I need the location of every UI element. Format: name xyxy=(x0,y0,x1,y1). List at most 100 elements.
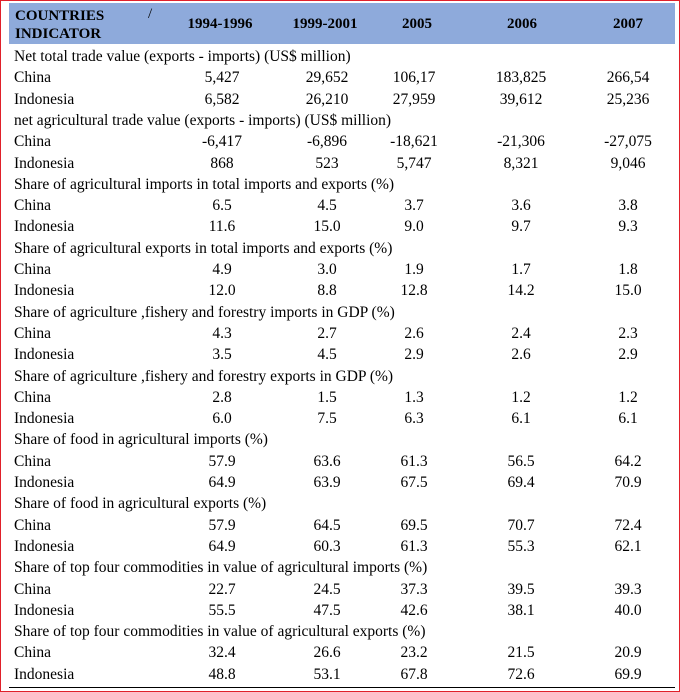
value-cell: 15.0 xyxy=(313,218,341,236)
value-cell: 2.4 xyxy=(511,324,531,342)
section-title: Share of agriculture ,fishery and forest… xyxy=(14,303,395,321)
country-label: Indonesia xyxy=(14,665,75,683)
value-cell: 6.0 xyxy=(212,410,232,428)
value-cell: 72.4 xyxy=(614,516,642,534)
value-cell: 42.6 xyxy=(400,601,428,619)
table-row: Indonesia 12.0 8.8 12.8 14.2 15.0 xyxy=(9,280,675,301)
table-row: China 5,427 29,652 106,17 183,825 266,54 xyxy=(9,67,675,88)
section-title-row: Share of agricultural imports in total i… xyxy=(9,174,675,195)
country-label: China xyxy=(14,452,52,470)
value-cell: 27,959 xyxy=(392,90,436,108)
value-cell: 61.3 xyxy=(400,537,428,555)
value-cell: 15.0 xyxy=(614,282,642,300)
country-label: Indonesia xyxy=(14,474,75,491)
country-label: China xyxy=(14,580,52,598)
table-row: China 4.3 2.7 2.6 2.4 2.3 xyxy=(9,323,675,344)
section-title-row: Share of top four commodities in value o… xyxy=(9,621,675,642)
value-cell: 29,652 xyxy=(305,69,349,87)
header-year-1: 1994-1996 xyxy=(187,16,253,32)
value-cell: 6.1 xyxy=(511,410,531,428)
table-row: China -6,417 -6,896 -18,621 -21,306 -27,075 xyxy=(9,131,675,152)
table-row: Indonesia 55.5 47.5 42.6 38.1 40.0 xyxy=(9,600,675,621)
value-cell: 2.3 xyxy=(618,324,638,342)
country-label: Indonesia xyxy=(14,346,75,364)
country-label: China xyxy=(14,197,52,215)
section-title-row: Net total trade value (exports - imports… xyxy=(9,46,675,67)
table-row: Indonesia 48.8 53.1 67.8 72.6 69.9 xyxy=(9,664,675,685)
value-cell: 64.9 xyxy=(208,537,236,555)
section-title: Share of agricultural imports in total i… xyxy=(14,175,395,193)
value-cell: 57.9 xyxy=(208,516,236,534)
section-title-row: Share of food in agricultural imports (%… xyxy=(9,429,675,450)
value-cell: 6.5 xyxy=(212,197,232,215)
value-cell: 23.2 xyxy=(400,644,428,662)
country-label: Indonesia xyxy=(14,90,75,108)
trade-table: COUNTRIES / INDICATOR 1994-1996 1999-200… xyxy=(9,3,675,688)
value-cell: 11.6 xyxy=(208,218,236,236)
country-label: China xyxy=(14,261,52,278)
country-label: China xyxy=(14,644,52,662)
value-cell: 2.6 xyxy=(511,346,531,364)
table-row: China 57.9 64.5 69.5 70.7 72.4 xyxy=(9,515,675,536)
table-row: China 32.4 26.6 23.2 21.5 20.9 xyxy=(9,642,675,663)
value-cell: 70.7 xyxy=(507,516,535,534)
section-title: net agricultural trade value (exports - … xyxy=(14,111,392,129)
table-row: Indonesia 64.9 63.9 67.5 69.4 70.9 xyxy=(9,472,675,493)
section-title: Net total trade value (exports - imports… xyxy=(14,48,351,65)
value-cell: 6,582 xyxy=(204,90,240,108)
value-cell: 3.6 xyxy=(511,197,531,215)
value-cell: 1.2 xyxy=(618,388,638,406)
value-cell: 106,17 xyxy=(392,69,436,87)
value-cell: 1.2 xyxy=(511,388,531,406)
country-label: China xyxy=(14,324,52,342)
value-cell: 6.1 xyxy=(618,410,638,428)
value-cell: 53.1 xyxy=(313,665,341,683)
value-cell: 21.5 xyxy=(507,644,535,662)
value-cell: 40.0 xyxy=(614,601,642,619)
value-cell: -21,306 xyxy=(497,133,545,151)
value-cell: -18,621 xyxy=(390,133,438,151)
table-row: China 2.8 1.5 1.3 1.2 1.2 xyxy=(9,387,675,408)
value-cell: 67.8 xyxy=(400,665,428,683)
value-cell: 5,427 xyxy=(204,69,240,87)
value-cell: 14.2 xyxy=(507,282,535,300)
value-cell: 38.1 xyxy=(507,601,535,619)
value-cell: 3.5 xyxy=(212,346,232,364)
value-cell: 72.6 xyxy=(507,665,535,683)
value-cell: 6.3 xyxy=(404,410,424,428)
value-cell: 523 xyxy=(315,154,339,172)
section-title-row: Share of agricultural exports in total i… xyxy=(9,238,675,259)
section-title-row: net agricultural trade value (exports - … xyxy=(9,110,675,131)
value-cell: 4.5 xyxy=(317,346,337,364)
section-title: Share of top four commodities in value o… xyxy=(14,559,428,577)
value-cell: 3.7 xyxy=(404,197,424,215)
country-label: China xyxy=(14,133,52,151)
value-cell: 8,321 xyxy=(503,154,539,172)
value-cell: 9.7 xyxy=(511,218,531,236)
section-title-row: Share of food in agricultural exports (%… xyxy=(9,493,675,514)
country-label: China xyxy=(14,69,52,87)
country-label: Indonesia xyxy=(14,601,75,619)
header-slash: / xyxy=(148,6,153,22)
value-cell: 1.3 xyxy=(404,388,424,406)
country-label: Indonesia xyxy=(14,154,75,172)
value-cell: 24.5 xyxy=(313,580,341,598)
value-cell: 26.6 xyxy=(313,644,341,662)
value-cell: 4.3 xyxy=(212,324,232,342)
value-cell: 9,046 xyxy=(610,154,646,172)
value-cell: -6,896 xyxy=(306,133,348,151)
value-cell: 60.3 xyxy=(313,537,341,555)
table-header: COUNTRIES / INDICATOR 1994-1996 1999-200… xyxy=(9,3,675,46)
table-row: China 4.9 3.0 1.9 1.7 1.8 xyxy=(9,259,675,280)
section-title: Share of agriculture ,fishery and forest… xyxy=(14,367,394,385)
table-row: Indonesia 11.6 15.0 9.0 9.7 9.3 xyxy=(9,216,675,237)
value-cell: 64.2 xyxy=(614,452,642,470)
value-cell: 2.9 xyxy=(618,346,638,364)
value-cell: 62.1 xyxy=(614,537,642,555)
header-indicator: INDICATOR xyxy=(15,26,102,42)
value-cell: 9.0 xyxy=(404,218,424,236)
value-cell: 1.7 xyxy=(511,261,531,278)
header-year-2: 1999-2001 xyxy=(292,16,358,32)
value-cell: 12.0 xyxy=(208,282,236,300)
